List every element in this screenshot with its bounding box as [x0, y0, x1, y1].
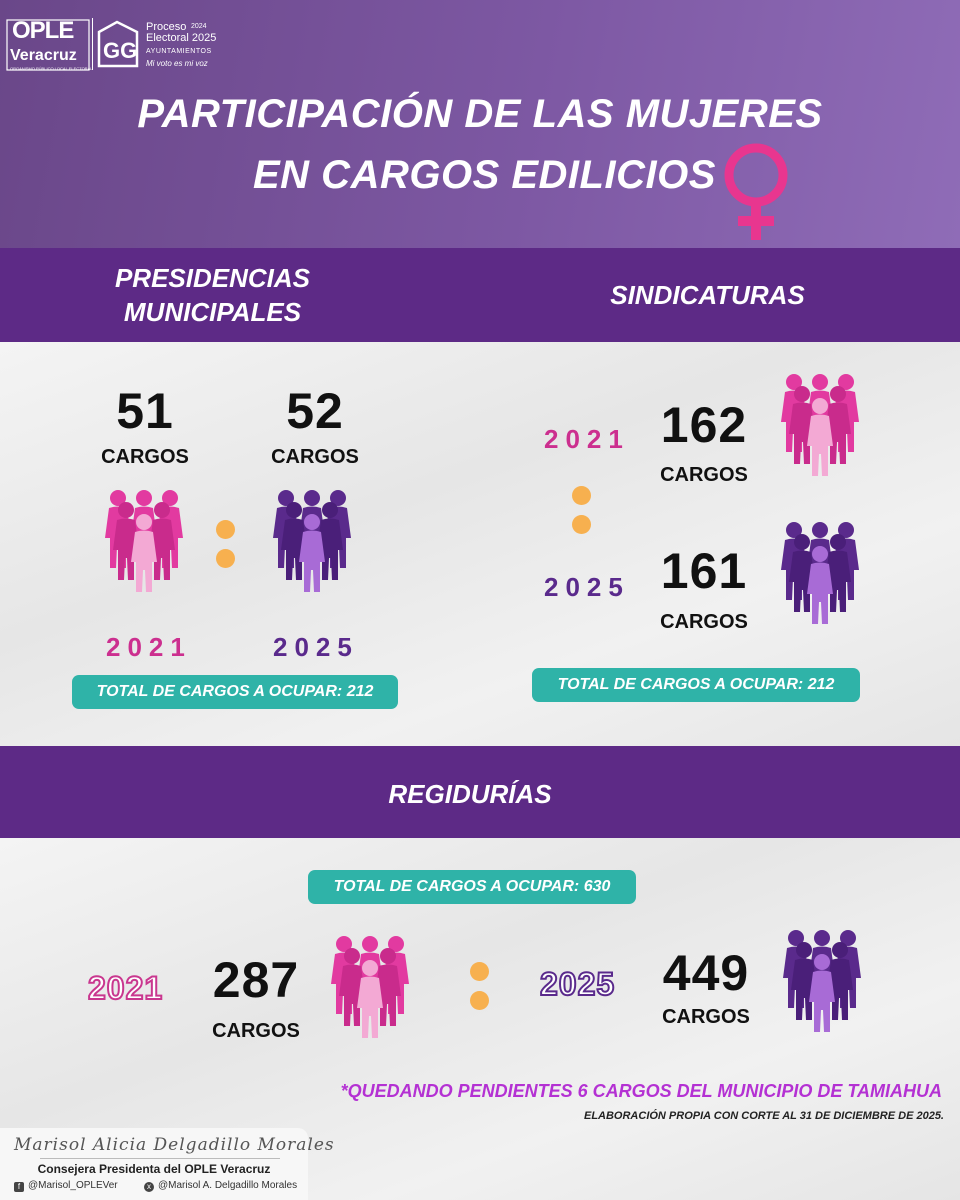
signature-box [0, 1128, 308, 1200]
women-group-pink-icon [105, 490, 183, 592]
regidurias-2021-cargos: CARGOS [212, 1020, 300, 1042]
pending-note: *QUEDANDO PENDIENTES 6 CARGOS DEL MUNICI… [340, 1081, 942, 1101]
logo-proceso: Proceso Electoral 2025 [146, 22, 216, 44]
logo-veracruz-text: Veracruz [10, 47, 77, 64]
sindicaturas-2021-value: 162 [660, 397, 748, 453]
ople-logo-box [6, 19, 90, 71]
logo-ople-text: OPLE [12, 17, 74, 44]
presidencias-year-2021: 2021 [106, 632, 192, 662]
separator-dot [572, 515, 591, 534]
separator-dot [216, 520, 235, 539]
logo-proceso-label: Proceso [146, 21, 187, 33]
sindicaturas-2025-value: 161 [660, 543, 748, 599]
women-group-purple-icon [273, 490, 351, 592]
signature-line [40, 1158, 280, 1159]
sindicaturas-year-2021: 2021 [544, 424, 630, 454]
sindicaturas-2021-cargos: CARGOS [660, 464, 748, 486]
svg-text:GG: GG [103, 38, 137, 63]
presidencias-title-line2: MUNICIPALES [123, 297, 302, 327]
sindicaturas-year-2025: 2025 [544, 572, 630, 602]
source-note: ELABORACIÓN PROPIA CON CORTE AL 31 DE DI… [583, 1110, 944, 1122]
logo-year: 2024 [191, 23, 207, 30]
presidencias-2025-value: 52 [286, 383, 344, 439]
women-group-pink-icon [331, 936, 409, 1038]
regidurias-title: REGIDURÍAS [388, 779, 552, 809]
logo-electoral-label: Electoral 2025 [146, 32, 217, 44]
regidurias-2025-value: 449 [662, 945, 750, 1001]
x-handle[interactable]: x @Marisol A. Delgadillo Morales [144, 1180, 297, 1192]
separator-dot [572, 486, 591, 505]
header-banner [0, 0, 960, 248]
regidurias-year-2025: 2025 [539, 965, 616, 1003]
page-title-line2: EN CARGOS EDILICIOS [253, 153, 716, 197]
separator-dot [216, 549, 235, 568]
facebook-icon: f [14, 1182, 24, 1192]
women-group-pink-icon [781, 374, 859, 476]
presidencias-2021-cargos: CARGOS [101, 446, 189, 468]
separator-dot [470, 962, 489, 981]
ballot-box-icon: GG [97, 20, 139, 68]
presidencias-total-badge: TOTAL DE CARGOS A OCUPAR: 212 [72, 675, 398, 709]
sindicaturas-2025-cargos: CARGOS [660, 611, 748, 633]
facebook-handle-text: @Marisol_OPLEVer [28, 1180, 118, 1191]
presidencias-2021-value: 51 [116, 383, 174, 439]
women-group-purple-icon [783, 930, 861, 1032]
regidurias-year-2021: 2021 [87, 969, 164, 1007]
sindicaturas-title: SINDICATURAS [610, 280, 805, 310]
section-band-regidurias [0, 746, 960, 838]
logo-ayuntamientos: AYUNTAMIENTOS [146, 48, 212, 55]
logo-slogan: Mi voto es mi voz [146, 59, 208, 68]
presidencias-title-line1: PRESIDENCIAS [114, 263, 311, 293]
logo-subtitle: ORGANISMO PÚBLICO LOCAL ELECTORAL [10, 66, 93, 71]
page-title-line1: PARTICIPACIÓN DE LAS MUJERES [137, 92, 823, 136]
regidurias-2021-value: 287 [212, 952, 300, 1008]
separator-dot [470, 991, 489, 1010]
presidencias-year-2025: 2025 [273, 632, 359, 662]
signature-role: Consejera Presidenta del OPLE Veracruz [37, 1162, 271, 1176]
presidencias-title: PRESIDENCIAS MUNICIPALES [80, 261, 345, 329]
signature-name: Marisol Alicia Delgadillo Morales [14, 1135, 335, 1155]
x-handle-text: @Marisol A. Delgadillo Morales [158, 1180, 298, 1191]
facebook-handle[interactable]: f @Marisol_OPLEVer [14, 1180, 118, 1192]
sindicaturas-total-badge: TOTAL DE CARGOS A OCUPAR: 212 [532, 668, 860, 702]
regidurias-total-badge: TOTAL DE CARGOS A OCUPAR: 630 [308, 870, 636, 904]
women-group-purple-icon [781, 522, 859, 624]
regidurias-2025-cargos: CARGOS [662, 1006, 750, 1028]
section-band-presidencias-sindicaturas [0, 248, 960, 342]
x-icon: x [144, 1182, 154, 1192]
logo-divider [92, 18, 93, 70]
venus-symbol-icon [724, 143, 788, 240]
presidencias-2025-cargos: CARGOS [271, 446, 359, 468]
